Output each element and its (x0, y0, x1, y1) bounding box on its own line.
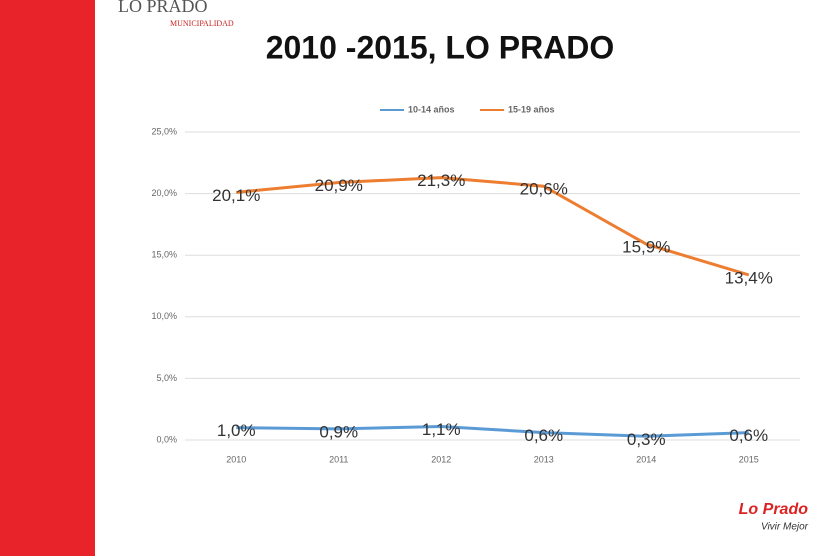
x-tick-label: 2012 (431, 454, 451, 464)
x-tick-label: 2010 (226, 454, 246, 464)
logo-subtitle: MUNICIPALIDAD (170, 19, 234, 28)
value-label: 0,9% (319, 422, 358, 441)
x-tick-label: 2015 (739, 454, 759, 464)
value-label: 20,1% (212, 186, 260, 205)
logo: LO PRADO (118, 0, 208, 16)
value-label: 21,3% (417, 171, 465, 190)
series-line (236, 178, 749, 275)
value-label: 0,6% (729, 426, 768, 445)
red-band (0, 0, 95, 556)
slide: LO PRADO MUNICIPALIDAD 2010 -2015, LO PR… (0, 0, 814, 556)
value-label: 0,6% (524, 426, 563, 445)
page: {"header": {"logo": "LO PRADO", "subtitl… (0, 0, 814, 556)
y-tick-label: 10,0% (151, 311, 177, 321)
y-tick-label: 25,0% (151, 126, 177, 136)
footer-tagline: Vivir Mejor (761, 522, 809, 533)
value-label: 13,4% (725, 268, 773, 287)
value-label: 0,3% (627, 430, 666, 449)
y-tick-label: 5,0% (156, 373, 177, 383)
legend-label: 15-19 años (508, 104, 555, 114)
legend-label: 10-14 años (408, 104, 455, 114)
series-line (236, 426, 749, 436)
value-label: 15,9% (622, 238, 670, 257)
chart-title: 2010 -2015, LO PRADO (266, 29, 615, 65)
y-tick-label: 0,0% (156, 434, 177, 444)
x-tick-label: 2014 (636, 454, 656, 464)
value-label: 1,0% (217, 421, 256, 440)
y-tick-label: 15,0% (151, 250, 177, 260)
value-label: 20,6% (520, 180, 568, 199)
y-tick-label: 20,0% (151, 188, 177, 198)
footer-brand: Lo Prado (739, 501, 809, 518)
value-label: 1,1% (422, 420, 461, 439)
value-label: 20,9% (315, 176, 363, 195)
x-tick-label: 2011 (329, 454, 348, 464)
x-tick-label: 2013 (534, 454, 554, 464)
